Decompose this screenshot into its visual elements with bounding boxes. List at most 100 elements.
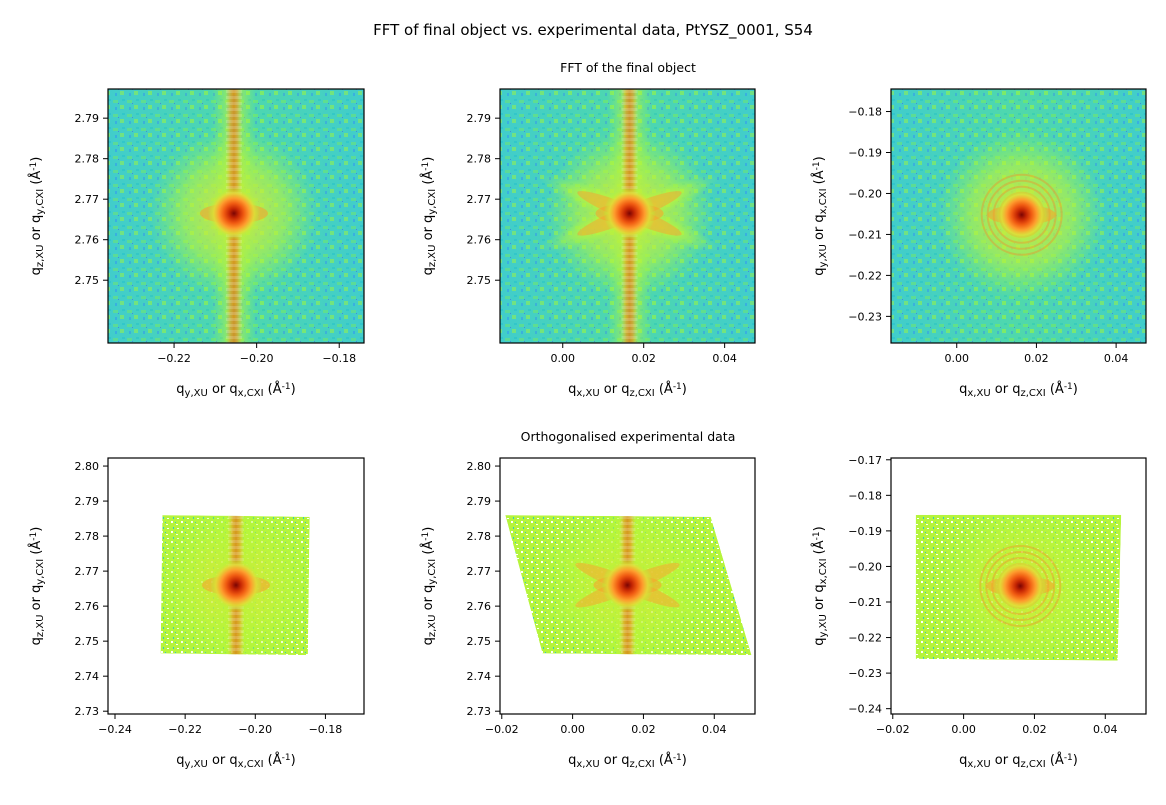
x-tick-label: 0.04 [1093, 723, 1118, 736]
panel-data-xy: −0.02 0.00 0.02 0.04 −0.24 −0.23 −0.22 −0.21 −0.… [811, 454, 1147, 770]
y-tick-label: 2.80 [75, 460, 100, 473]
y-tick-label: 2.73 [467, 705, 492, 718]
y-tick-label: −0.21 [848, 596, 882, 609]
y-tick-label: 2.77 [75, 193, 100, 206]
y-tick-label: 2.79 [75, 112, 100, 125]
axes-frame [890, 457, 1147, 715]
heatmap-image [108, 89, 364, 343]
y-tick-label: 2.76 [75, 234, 100, 247]
y-axis-label: qz,XU or qy,CXI (Å-1) [28, 157, 46, 276]
bragg-peak [601, 559, 654, 612]
y-tick-label: −0.19 [848, 525, 882, 538]
y-tick-label: 2.79 [75, 495, 100, 508]
x-tick-label: −0.02 [876, 723, 910, 736]
axes-frame [107, 88, 365, 344]
y-tick-label: 2.77 [467, 565, 492, 578]
y-tick-label: −0.19 [848, 147, 882, 160]
bragg-peak [995, 188, 1048, 241]
x-tick-label: 0.00 [550, 352, 575, 365]
y-tick-label: 2.77 [75, 565, 100, 578]
x-tick-label: 0.02 [1022, 723, 1047, 736]
x-tick-label: −0.24 [98, 723, 132, 736]
y-tick-label: −0.23 [848, 310, 882, 323]
bragg-peak [603, 187, 656, 240]
x-axis-label: qx,XU or qz,CXI (Å-1) [568, 381, 687, 399]
x-axis-label: qy,XU or qx,CXI (Å-1) [176, 381, 295, 399]
heatmap-image [505, 515, 752, 656]
y-tick-label: −0.20 [848, 560, 882, 573]
x-tick-label: 0.00 [944, 352, 969, 365]
axes-frame [890, 88, 1147, 344]
x-tick-label: −0.22 [168, 723, 202, 736]
y-tick-label: 2.78 [467, 153, 492, 166]
x-tick-label: 0.04 [1104, 352, 1129, 365]
panel-fft-xy: 0.00 0.02 0.04 −0.23 −0.22 −0.21 −0.20 −0.19 −0.… [811, 88, 1147, 399]
x-tick-label: −0.22 [157, 352, 191, 365]
x-axis-label: qx,XU or qz,CXI (Å-1) [959, 381, 1078, 399]
x-tick-label: −0.20 [240, 352, 274, 365]
y-tick-label: 2.75 [75, 635, 100, 648]
axes-frame [499, 88, 756, 344]
y-tick-label: 2.75 [75, 274, 100, 287]
x-axis-label: qy,XU or qx,CXI (Å-1) [176, 752, 295, 770]
x-tick-label: 0.02 [1024, 352, 1049, 365]
x-tick-label: 0.04 [712, 352, 737, 365]
axes-frame [499, 457, 756, 715]
bragg-peak [994, 560, 1047, 612]
y-tick-label: 2.76 [467, 600, 492, 613]
y-tick-label: 2.79 [467, 112, 492, 125]
y-tick-label: −0.24 [848, 703, 882, 716]
panel-data-yz: −0.24 −0.22 −0.20 −0.18 2.73 2.74 2.75 2.76 2.77… [28, 457, 365, 770]
heatmap-image [891, 89, 1146, 343]
x-tick-label: 0.04 [702, 723, 727, 736]
y-tick-label: −0.21 [848, 228, 882, 241]
y-tick-label: 2.78 [467, 530, 492, 543]
fringe-ring [979, 545, 1062, 627]
y-tick-label: 2.76 [467, 234, 492, 247]
figure-suptitle: FFT of final object vs. experimental dat… [373, 21, 813, 40]
row-title-data: Orthogonalised experimental data [521, 429, 736, 444]
y-tick-label: 2.73 [75, 705, 100, 718]
x-tick-label: 0.00 [951, 723, 976, 736]
y-tick-label: 2.77 [467, 193, 492, 206]
y-axis-label: qz,XU or qy,CXI (Å-1) [420, 527, 438, 646]
x-tick-label: −0.02 [485, 723, 519, 736]
y-tick-label: 2.74 [467, 670, 492, 683]
y-tick-label: 2.75 [467, 635, 492, 648]
y-axis-label: qz,XU or qy,CXI (Å-1) [420, 157, 438, 276]
y-tick-label: 2.79 [467, 495, 492, 508]
y-tick-label: −0.17 [848, 454, 882, 467]
y-axis-label: qz,XU or qy,CXI (Å-1) [28, 527, 46, 646]
x-tick-label: −0.18 [322, 352, 356, 365]
heatmap-image [160, 515, 310, 656]
y-tick-label: 2.78 [75, 153, 100, 166]
y-tick-label: −0.18 [848, 489, 882, 502]
x-tick-label: −0.20 [238, 723, 272, 736]
y-tick-label: −0.22 [848, 269, 882, 282]
row-title-fft: FFT of the final object [560, 60, 696, 75]
y-tick-label: −0.23 [848, 667, 882, 680]
y-tick-label: −0.20 [848, 187, 882, 200]
x-tick-label: −0.18 [309, 723, 343, 736]
x-axis-label: qx,XU or qz,CXI (Å-1) [959, 752, 1078, 770]
panel-fft-xz: 0.00 0.02 0.04 2.75 2.76 2.77 2.78 2.79 qx,XU or… [420, 88, 756, 399]
y-tick-label: 2.75 [467, 274, 492, 287]
y-tick-label: 2.80 [467, 460, 492, 473]
x-tick-label: 0.02 [631, 723, 656, 736]
y-tick-label: 2.74 [75, 670, 100, 683]
x-tick-label: 0.02 [631, 352, 656, 365]
axes-frame [107, 457, 365, 715]
y-tick-label: 2.78 [75, 530, 100, 543]
y-tick-label: −0.18 [848, 106, 882, 119]
y-tick-label: −0.22 [848, 632, 882, 645]
x-tick-label: 0.00 [560, 723, 585, 736]
heatmap-image [915, 514, 1122, 661]
bragg-peak [207, 187, 260, 240]
bragg-peak [210, 559, 262, 612]
y-axis-label: qy,XU or qx,CXI (Å-1) [811, 156, 829, 275]
heatmap-image [500, 89, 755, 343]
y-axis-label: qy,XU or qx,CXI (Å-1) [811, 526, 829, 645]
panel-data-xz: −0.02 0.00 0.02 0.04 2.73 2.74 2.75 2.76 2.77 2.7… [420, 457, 756, 770]
panel-fft-yz: −0.22 −0.20 −0.18 2.75 2.76 2.77 2.78 2.79 qy,XU… [28, 88, 365, 399]
